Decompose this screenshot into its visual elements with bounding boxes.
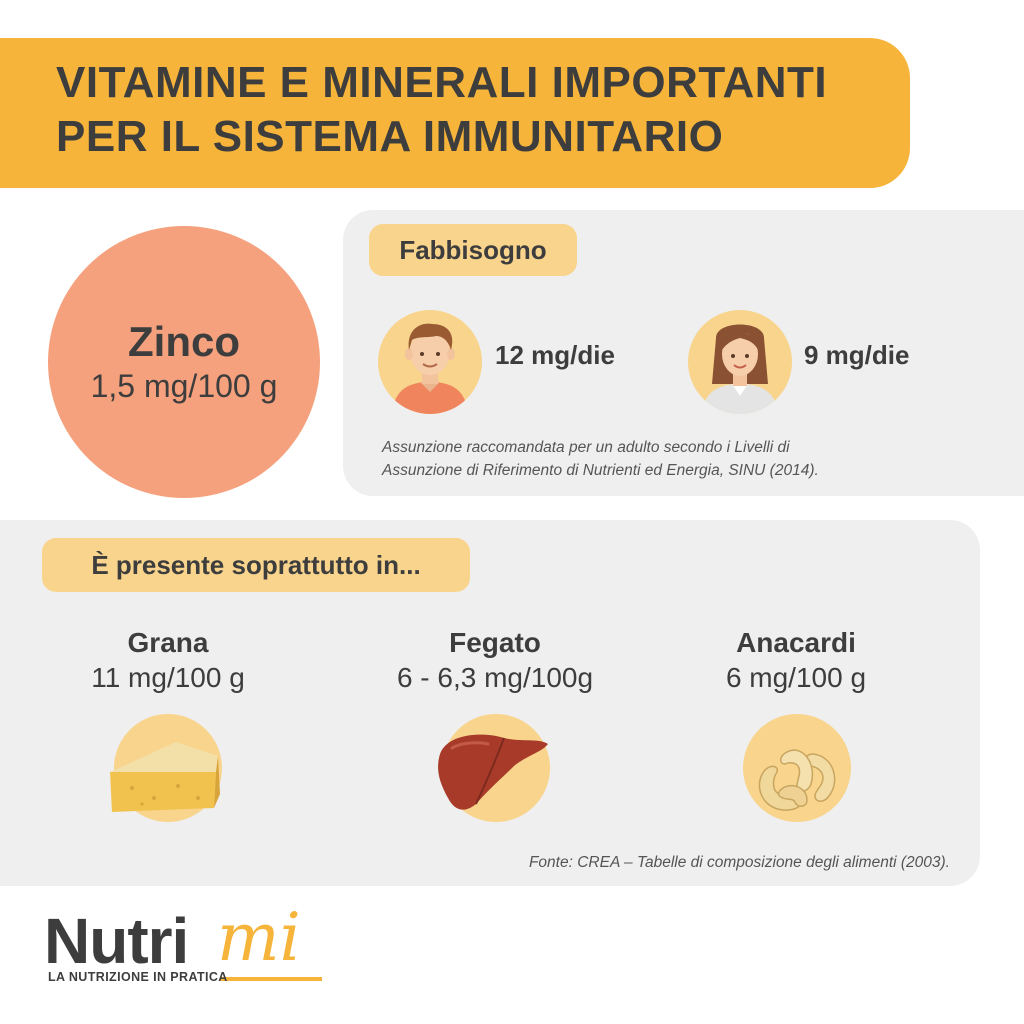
logo-tagline: LA NUTRIZIONE IN PRATICA: [48, 970, 228, 984]
food-name: Anacardi: [736, 627, 856, 658]
mineral-name: Zinco: [128, 318, 240, 365]
woman-requirement: 9 mg/die: [804, 340, 910, 370]
requirement-note-line-1: Assunzione raccomandata per un adulto se…: [382, 439, 790, 456]
requirement-note: Assunzione raccomandata per un adulto se…: [382, 436, 942, 482]
cheese-icon: [110, 714, 222, 822]
food-item-grana: Grana 11 mg/100 g: [18, 626, 318, 696]
sources-tag: È presente soprattutto in...: [42, 538, 470, 592]
food-value: 11 mg/100 g: [91, 662, 245, 693]
liver-icon: [438, 714, 550, 822]
food-item-anacardi: Anacardi 6 mg/100 g: [646, 626, 946, 696]
requirement-tag: Fabbisogno: [369, 224, 577, 276]
requirement-note-line-2: Assunzione di Riferimento di Nutrienti e…: [382, 462, 819, 479]
title-line-2: PER IL SISTEMA IMMUNITARIO: [56, 112, 724, 161]
title-line-1: VITAMINE E MINERALI IMPORTANTI: [56, 58, 828, 107]
man-avatar-icon: [378, 310, 482, 414]
mineral-circle: Zinco 1,5 mg/100 g: [48, 226, 320, 498]
food-name: Grana: [127, 627, 209, 658]
logo-text: Nutri: [44, 905, 189, 977]
header-banner: [0, 38, 910, 188]
woman-avatar-icon: [688, 310, 792, 414]
sources-note: Fonte: CREA – Tabelle di composizione de…: [528, 854, 950, 871]
food-name: Fegato: [449, 627, 541, 658]
food-value: 6 - 6,3 mg/100g: [396, 662, 594, 693]
food-item-fegato: Fegato 6 - 6,3 mg/100g: [345, 626, 645, 696]
logo-underline: [220, 977, 322, 981]
cashew-icon: [743, 714, 851, 822]
logo-accent-text: mi: [217, 899, 301, 976]
man-requirement: 12 mg/die: [495, 340, 615, 370]
page-title: VITAMINE E MINERALI IMPORTANTI PER IL SI…: [56, 56, 896, 164]
food-value: 6 mg/100 g: [725, 662, 867, 693]
mineral-value: 1,5 mg/100 g: [90, 368, 278, 404]
